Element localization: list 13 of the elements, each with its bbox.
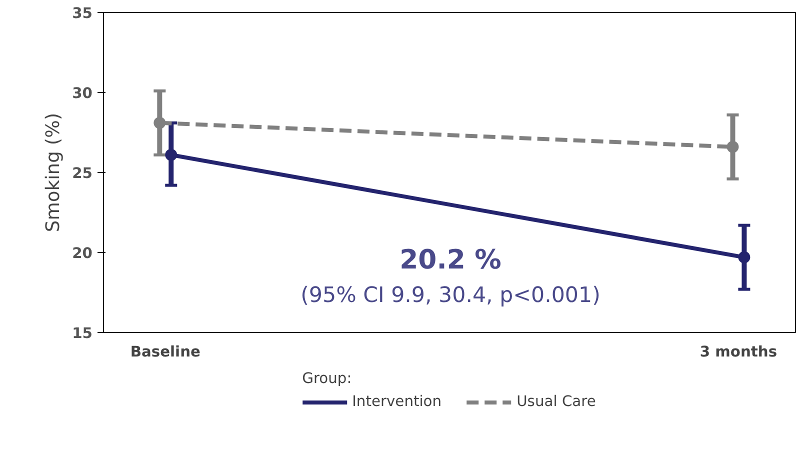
legend-label: Usual Care bbox=[516, 393, 596, 410]
y-axis-title: Smoking (%) bbox=[43, 112, 64, 232]
y-tick-label: 15 bbox=[72, 325, 93, 342]
y-tick-label: 20 bbox=[72, 245, 93, 262]
legend-title: Group: bbox=[302, 370, 353, 386]
annotation: (95% CI 9.9, 30.4, p<0.001) bbox=[300, 282, 600, 308]
x-tick-label: 3 months bbox=[700, 344, 778, 360]
y-tick-label: 35 bbox=[72, 5, 93, 22]
annotation: 20.2 % bbox=[400, 244, 502, 276]
x-tick-label: Baseline bbox=[130, 344, 201, 360]
y-tick-label: 30 bbox=[72, 85, 93, 102]
y-tick-label: 25 bbox=[72, 165, 93, 182]
legend-label: Intervention bbox=[352, 393, 442, 410]
